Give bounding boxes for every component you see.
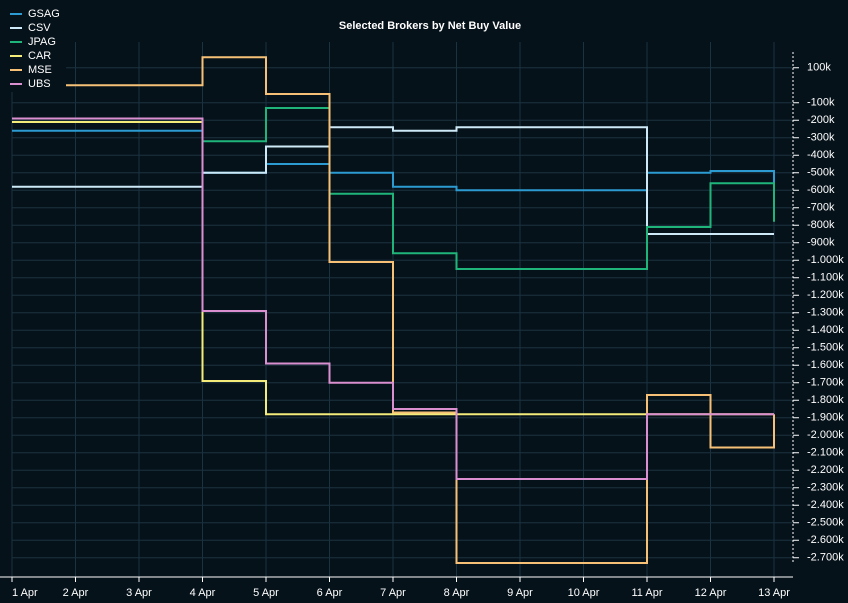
- y-tick-label: -200k: [807, 114, 835, 126]
- x-tick-label: 4 Apr: [190, 587, 216, 599]
- y-tick-label: -1.900k: [807, 412, 844, 424]
- y-tick-label: -2.300k: [807, 482, 844, 494]
- y-tick-label: -1.400k: [807, 324, 844, 336]
- y-tick-label: -100k: [807, 97, 835, 109]
- y-tick-label: -1.100k: [807, 272, 844, 284]
- y-tick-label: -700k: [807, 202, 835, 214]
- y-tick-label: -2.000k: [807, 429, 844, 441]
- legend-label: UBS: [28, 78, 51, 90]
- y-tick-label: -2.200k: [807, 464, 844, 476]
- x-tick-label: 12 Apr: [695, 587, 727, 599]
- x-tick-label: 10 Apr: [568, 587, 600, 599]
- x-tick-label: 13 Apr: [758, 587, 790, 599]
- series-line: [12, 56, 775, 564]
- y-tick-label: -1.600k: [807, 359, 844, 371]
- x-tick-label: 11 Apr: [632, 587, 663, 599]
- y-tick-label: -2.600k: [807, 534, 844, 546]
- x-tick-label: 2 Apr: [63, 587, 89, 599]
- y-tick-label: -2.700k: [807, 552, 844, 564]
- y-tick-label: -600k: [807, 184, 835, 196]
- legend-box: [4, 4, 66, 92]
- legend-label: CAR: [28, 50, 51, 62]
- x-tick-label: 7 Apr: [380, 587, 406, 599]
- series-line: [202, 107, 775, 270]
- y-tick-label: -1.000k: [807, 254, 844, 266]
- y-tick-label: -1.300k: [807, 307, 844, 319]
- chart-title: Selected Brokers by Net Buy Value: [339, 20, 521, 32]
- y-tick-label: -500k: [807, 167, 835, 179]
- x-tick-label: 8 Apr: [444, 587, 470, 599]
- series-line: [12, 121, 774, 416]
- y-tick-label: -800k: [807, 219, 835, 231]
- y-tick-label: -400k: [807, 149, 835, 161]
- y-tick-label: -900k: [807, 237, 835, 249]
- legend-label: JPAG: [28, 36, 56, 48]
- series-line: [12, 117, 774, 480]
- y-tick-label: -1.500k: [807, 342, 844, 354]
- x-tick-label: 3 Apr: [126, 587, 152, 599]
- y-tick-label: -300k: [807, 132, 835, 144]
- y-tick-label: -2.400k: [807, 499, 844, 511]
- x-tick-label: 5 Apr: [253, 587, 279, 599]
- y-tick-label: -2.100k: [807, 447, 844, 459]
- legend-label: CSV: [28, 22, 51, 34]
- y-tick-label: -1.200k: [807, 289, 844, 301]
- legend: GSAG CSV JPAG CAR MSE UBS: [4, 4, 66, 92]
- x-tick-label: 6 Apr: [317, 587, 343, 599]
- y-tick-label: -1.800k: [807, 394, 844, 406]
- y-tick-label: 100k: [807, 62, 831, 74]
- y-tick-label: -2.500k: [807, 517, 844, 529]
- x-tick-label: 1 Apr: [12, 587, 38, 599]
- legend-label: MSE: [28, 64, 52, 76]
- y-tick-label: -1.700k: [807, 377, 844, 389]
- legend-label: GSAG: [28, 8, 60, 20]
- x-tick-label: 9 Apr: [507, 587, 533, 599]
